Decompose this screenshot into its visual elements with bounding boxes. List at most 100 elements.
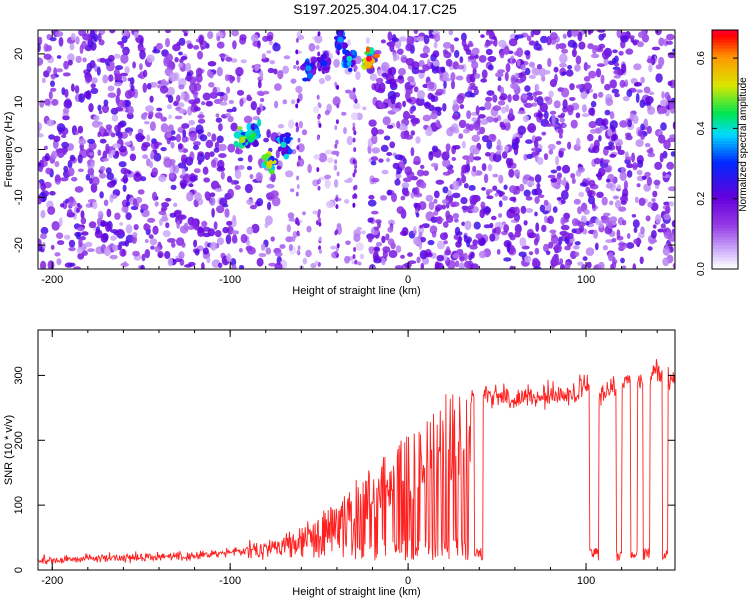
streak-blob	[334, 143, 338, 149]
noise-blob	[45, 167, 52, 175]
noise-blob	[149, 95, 154, 103]
noise-blob	[641, 175, 647, 180]
noise-blob	[648, 91, 655, 96]
noise-blob	[224, 113, 231, 117]
noise-blob	[543, 70, 551, 75]
noise-blob	[266, 35, 273, 42]
noise-blob	[246, 199, 254, 205]
noise-blob	[45, 45, 52, 52]
noise-blob	[559, 147, 566, 152]
noise-blob	[611, 88, 620, 94]
noise-blob	[344, 179, 353, 184]
noise-blob	[519, 237, 527, 247]
noise-blob	[582, 256, 588, 261]
colorbar-step	[712, 221, 738, 225]
noise-blob	[145, 105, 154, 113]
noise-blob	[559, 258, 564, 265]
noise-blob	[119, 120, 127, 127]
noise-blob	[50, 244, 55, 250]
noise-blob	[367, 199, 377, 207]
noise-blob	[543, 110, 549, 120]
streak-blob	[352, 87, 356, 93]
noise-blob	[422, 170, 430, 176]
colorbar: 0.0 0.2 0.4 0.6 Normalized spectral amplitud…	[696, 29, 749, 276]
noise-blob	[230, 122, 238, 132]
noise-blob	[381, 235, 386, 244]
noise-blob	[122, 76, 127, 83]
noise-blob	[525, 196, 533, 201]
noise-blob	[419, 250, 428, 260]
noise-blob	[541, 75, 546, 82]
noise-blob	[622, 188, 629, 199]
noise-blob	[562, 99, 568, 110]
streak-blob	[296, 125, 300, 131]
noise-blob	[652, 190, 658, 198]
noise-blob	[160, 216, 169, 222]
noise-blob	[208, 71, 214, 79]
noise-blob	[551, 114, 556, 125]
noise-blob	[560, 217, 566, 226]
noise-blob	[419, 53, 429, 59]
noise-blob	[48, 134, 55, 140]
noise-blob	[604, 109, 611, 116]
noise-blob	[121, 30, 130, 37]
noise-blob	[492, 105, 502, 111]
noise-blob	[404, 166, 413, 176]
noise-blob	[302, 211, 306, 216]
noise-blob	[451, 114, 461, 120]
noise-blob	[608, 141, 614, 147]
noise-blob	[185, 156, 194, 166]
noise-blob	[658, 134, 666, 144]
noise-blob	[450, 80, 456, 90]
noise-blob	[517, 125, 526, 135]
noise-blob	[468, 184, 476, 191]
noise-blob	[633, 63, 642, 71]
streak-blob	[317, 102, 321, 108]
colorbar-step	[712, 131, 738, 136]
colorbar-step	[712, 62, 738, 67]
noise-blob	[505, 62, 511, 73]
noise-blob	[226, 253, 232, 262]
noise-blob	[224, 208, 230, 218]
noise-blob	[598, 261, 605, 269]
noise-blob	[435, 88, 444, 95]
noise-blob	[217, 159, 225, 170]
streak-blob	[335, 139, 339, 145]
noise-blob	[267, 67, 275, 74]
noise-blob	[123, 49, 128, 54]
noise-blob	[567, 65, 573, 70]
noise-blob	[255, 172, 263, 182]
top-xlabel: Height of straight line (km)	[292, 285, 420, 297]
noise-blob	[366, 233, 375, 240]
noise-blob	[398, 123, 407, 131]
colorbar-step	[712, 104, 738, 109]
colorbar-step	[712, 227, 738, 231]
noise-blob	[562, 177, 567, 187]
colorbar-step	[712, 143, 738, 148]
noise-blob	[619, 120, 628, 128]
noise-blob	[647, 246, 653, 251]
noise-blob	[85, 173, 91, 181]
noise-blob	[314, 260, 319, 266]
noise-blob	[636, 89, 643, 94]
noise-blob	[65, 198, 69, 204]
noise-blob	[368, 194, 375, 200]
noise-blob	[68, 239, 76, 248]
noise-blob	[73, 266, 82, 269]
noise-blob	[601, 50, 610, 60]
noise-blob	[544, 215, 548, 224]
noise-blob	[560, 112, 566, 118]
noise-blob	[99, 165, 106, 172]
noise-blob	[493, 117, 499, 123]
noise-blob	[202, 92, 211, 101]
noise-blob	[461, 164, 468, 174]
noise-blob	[75, 55, 82, 64]
streak-blob	[298, 155, 301, 161]
noise-blob	[475, 233, 483, 240]
noise-blob	[475, 105, 480, 116]
bottom-xtick-label: 100	[577, 575, 595, 587]
noise-blob	[380, 195, 388, 201]
noise-blob	[38, 133, 44, 138]
noise-blob	[178, 251, 185, 259]
